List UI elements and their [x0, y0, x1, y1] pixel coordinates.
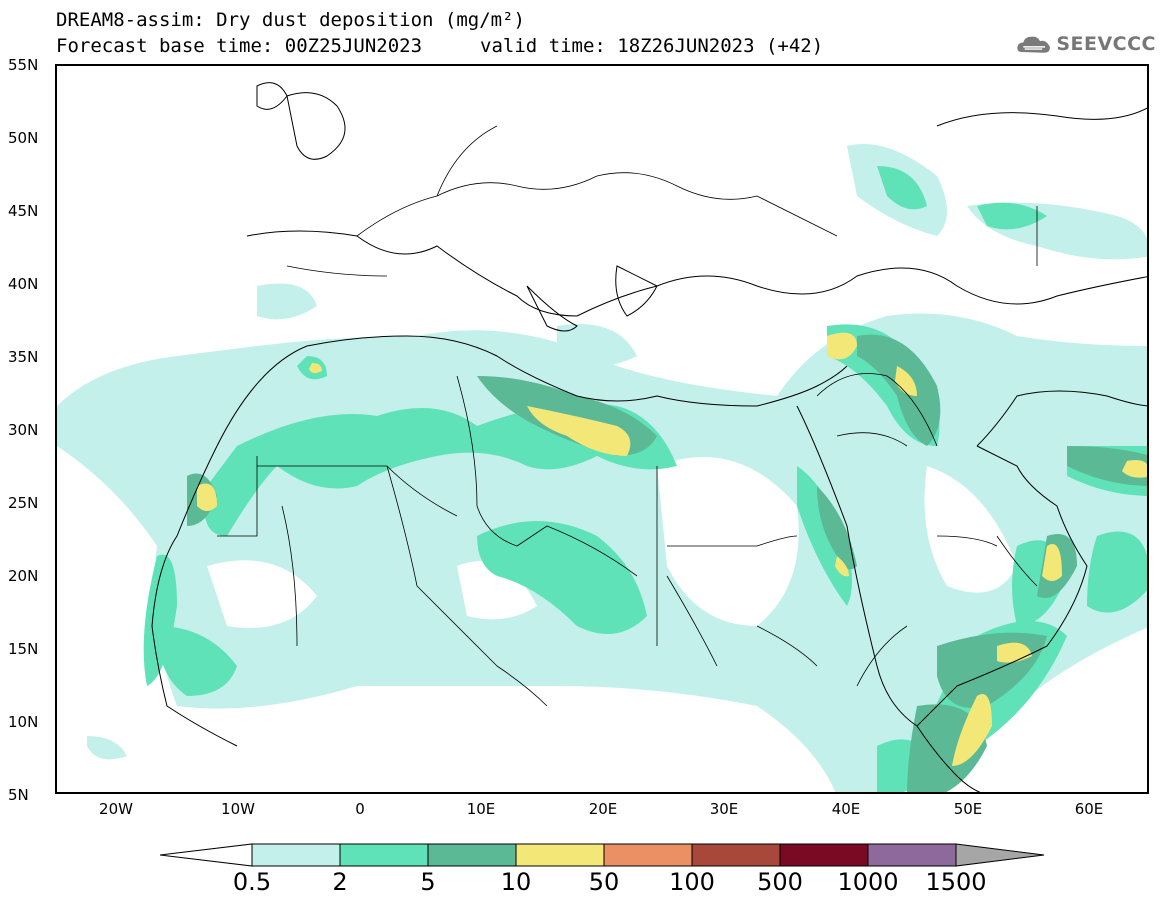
colorbar-segment [691, 843, 781, 867]
colorbar-label: 0.5 [232, 868, 272, 896]
coastlines [151, 82, 1147, 792]
colorbar-label: 1000 [837, 868, 899, 896]
lon-label: 30E [709, 800, 739, 818]
lat-label: 45N [8, 202, 39, 220]
map-title: DREAM8-assim: Dry dust deposition (mg/m²… [56, 9, 525, 31]
lat-label: 50N [8, 129, 39, 147]
colorbar-label: 100 [669, 868, 715, 896]
logo-text: SEEVCCC [1056, 33, 1156, 55]
lon-label: 20E [588, 800, 618, 818]
colorbar-segment [867, 843, 957, 867]
colorbar-segment [339, 843, 429, 867]
lat-label: 10N [8, 713, 39, 731]
borders [217, 125, 1038, 707]
lon-label: 40E [831, 800, 861, 818]
lon-label: 10E [466, 800, 496, 818]
lon-label: 0 [355, 800, 365, 818]
lat-label: 20N [8, 567, 39, 585]
lat-label: 55N [8, 56, 39, 74]
colorbar-label: 5 [420, 868, 436, 896]
lat-label: 35N [8, 348, 39, 366]
lon-label: 20W [99, 800, 133, 818]
colorbar-label: 1500 [925, 868, 987, 896]
colorbar [160, 843, 1045, 867]
colorbar-high-arrow [955, 843, 1045, 867]
colorbar-low-arrow [160, 843, 253, 867]
dust-map [57, 82, 1147, 792]
lat-label: 25N [8, 494, 39, 512]
colorbar-label: 50 [588, 868, 620, 896]
dust-contours [57, 144, 1147, 792]
forecast-base-time: Forecast base time: 00Z25JUN2023 [56, 35, 423, 57]
valid-time: valid time: 18Z26JUN2023 (+42) [480, 35, 824, 57]
lat-label: 15N [8, 640, 39, 658]
colorbar-segment [603, 843, 693, 867]
colorbar-label: 500 [757, 868, 803, 896]
lon-label: 50E [953, 800, 983, 818]
colorbar-segment [779, 843, 869, 867]
colorbar-label: 2 [332, 868, 348, 896]
lat-label: 30N [8, 421, 39, 439]
lon-label: 10W [221, 800, 255, 818]
seevccc-logo: SEEVCCC [1016, 24, 1156, 64]
lat-label: 5N [8, 786, 29, 804]
cloud-icon [1017, 36, 1050, 53]
colorbar-segment [251, 843, 341, 867]
colorbar-segment [515, 843, 605, 867]
colorbar-label: 10 [500, 868, 532, 896]
colorbar-segment [427, 843, 517, 867]
map-panel [55, 64, 1149, 794]
lat-label: 40N [8, 275, 39, 293]
lon-label: 60E [1074, 800, 1104, 818]
